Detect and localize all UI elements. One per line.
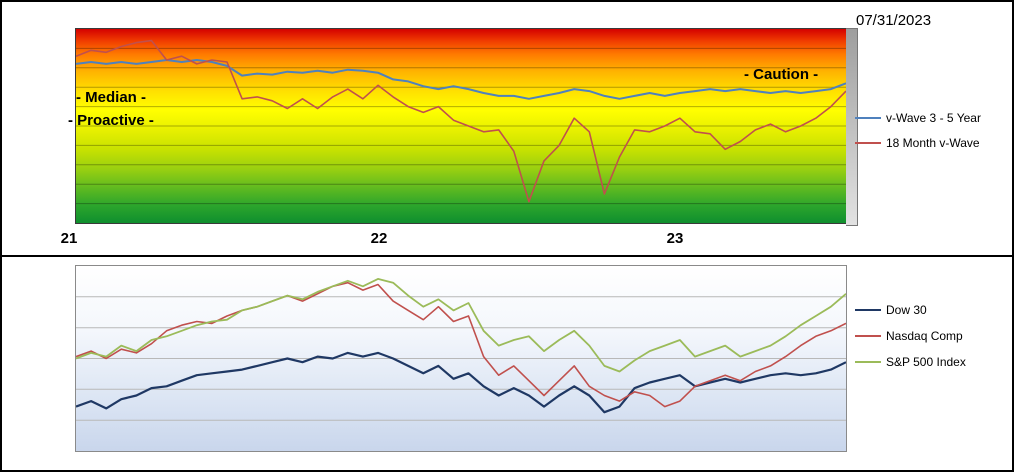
legend-line-swatch: [855, 309, 881, 311]
legend-item: Dow 30: [855, 297, 966, 323]
vwave-plot-area: [75, 28, 847, 224]
x-axis-label-2021: 21: [60, 230, 78, 247]
index-chart-panel: Dow 30 Nasdaq Comp S&P 500 Index: [2, 257, 1012, 470]
vwave-legend: v-Wave 3 - 5 Year 18 Month v-Wave: [855, 105, 981, 155]
legend-label: 18 Month v-Wave: [886, 135, 980, 150]
legend-label: Nasdaq Comp: [886, 329, 963, 343]
legend-line-swatch: [855, 116, 881, 119]
index-plot-area: [75, 265, 847, 452]
x-axis-label-2023: 23: [666, 230, 684, 247]
chart-3d-side-wall: [846, 28, 858, 226]
legend-item: S&P 500 Index: [855, 349, 966, 375]
legend-item: v-Wave 3 - 5 Year: [855, 105, 981, 130]
legend-line-swatch: [855, 141, 881, 144]
legend-item: Nasdaq Comp: [855, 323, 966, 349]
legend-item: 18 Month v-Wave: [855, 130, 981, 155]
legend-label: v-Wave 3 - 5 Year: [886, 110, 981, 125]
x-axis-label-2022: 22: [370, 230, 388, 247]
vwave-series-svg: [76, 39, 846, 205]
report-date: 07/31/2023: [856, 12, 932, 29]
legend-label: S&P 500 Index: [886, 355, 966, 369]
vwave-chart-panel: 07/31/2023 - Caution - - Median - - Proa…: [2, 2, 1012, 257]
legend-line-swatch: [855, 335, 881, 337]
index-legend: Dow 30 Nasdaq Comp S&P 500 Index: [855, 297, 966, 375]
index-series-svg: [76, 277, 846, 421]
annotation-proactive: - Proactive -: [68, 112, 154, 129]
legend-label: Dow 30: [886, 303, 927, 317]
annotation-caution: - Caution -: [744, 66, 819, 83]
annotation-median: - Median -: [76, 89, 146, 106]
legend-line-swatch: [855, 361, 881, 363]
